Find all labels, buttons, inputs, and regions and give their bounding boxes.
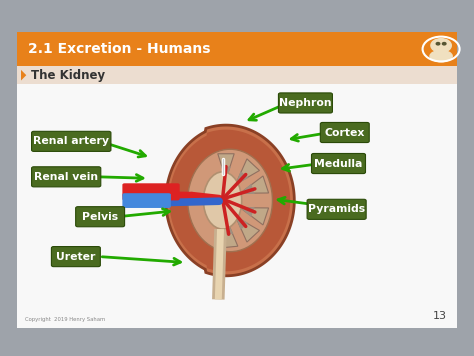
Text: Pelvis: Pelvis xyxy=(82,212,118,222)
FancyBboxPatch shape xyxy=(32,131,111,151)
Polygon shape xyxy=(224,221,233,235)
Text: Medulla: Medulla xyxy=(314,158,363,168)
Ellipse shape xyxy=(430,51,452,62)
FancyBboxPatch shape xyxy=(122,193,171,208)
Polygon shape xyxy=(236,216,248,230)
Polygon shape xyxy=(221,221,238,248)
FancyBboxPatch shape xyxy=(51,247,100,267)
Circle shape xyxy=(436,42,440,45)
FancyBboxPatch shape xyxy=(17,84,457,328)
Text: Pyramids: Pyramids xyxy=(308,204,365,214)
Polygon shape xyxy=(240,207,255,217)
Polygon shape xyxy=(236,159,259,184)
Polygon shape xyxy=(236,171,248,184)
Text: 2.1 Excretion - Humans: 2.1 Excretion - Humans xyxy=(27,42,210,56)
FancyBboxPatch shape xyxy=(122,183,180,200)
Text: The Kidney: The Kidney xyxy=(31,69,105,82)
FancyBboxPatch shape xyxy=(307,199,366,219)
Ellipse shape xyxy=(203,172,242,229)
FancyBboxPatch shape xyxy=(17,66,457,84)
Polygon shape xyxy=(221,167,231,179)
Text: Cortex: Cortex xyxy=(325,127,365,137)
Polygon shape xyxy=(21,70,26,80)
Text: Renal artery: Renal artery xyxy=(33,136,109,146)
Polygon shape xyxy=(236,216,259,242)
Polygon shape xyxy=(240,184,255,194)
Text: Renal vein: Renal vein xyxy=(34,172,98,182)
FancyBboxPatch shape xyxy=(17,32,457,66)
Text: 13: 13 xyxy=(432,311,447,321)
Polygon shape xyxy=(240,208,269,225)
Circle shape xyxy=(431,39,451,52)
Circle shape xyxy=(442,42,446,45)
Text: Copyright  2019 Henry Saham: Copyright 2019 Henry Saham xyxy=(25,317,105,322)
Ellipse shape xyxy=(188,149,273,252)
Polygon shape xyxy=(240,176,269,193)
Polygon shape xyxy=(218,154,234,179)
FancyBboxPatch shape xyxy=(76,207,125,227)
Text: Nephron: Nephron xyxy=(279,98,332,108)
FancyBboxPatch shape xyxy=(320,122,369,142)
FancyBboxPatch shape xyxy=(32,167,101,187)
FancyBboxPatch shape xyxy=(311,153,365,174)
Polygon shape xyxy=(166,125,294,276)
Text: Ureter: Ureter xyxy=(56,252,96,262)
Polygon shape xyxy=(169,130,290,271)
FancyBboxPatch shape xyxy=(278,93,332,113)
